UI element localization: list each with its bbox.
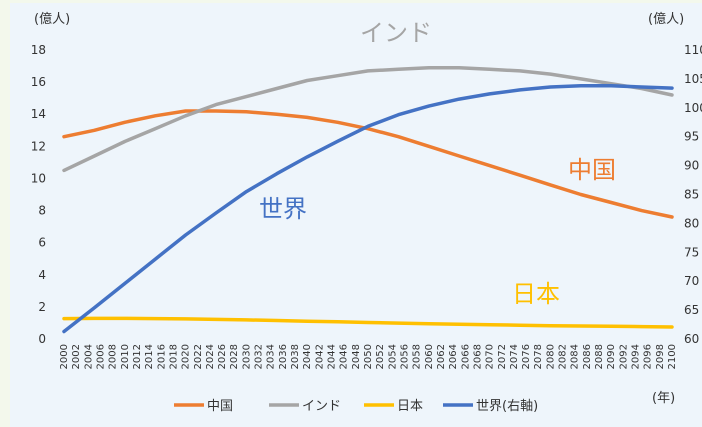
x-tick-label: 2008 — [108, 344, 119, 369]
x-tick-label: 2076 — [521, 344, 532, 369]
left-tick-label: 12 — [31, 139, 46, 153]
right-tick-label: 105 — [684, 72, 702, 86]
right-tick-label: 80 — [684, 216, 699, 230]
x-tick-label: 2042 — [314, 344, 325, 369]
left-axis-ticks: 0 2 4 6 8 10 12 14 16 18 — [31, 43, 46, 346]
left-tick-label: 6 — [38, 236, 46, 250]
x-tick-label: 2022 — [193, 344, 204, 369]
left-tick-label: 0 — [38, 332, 46, 346]
x-tick-label: 2038 — [290, 344, 301, 369]
x-tick-label: 2002 — [71, 344, 82, 369]
series-direct-label: インド — [360, 19, 432, 47]
x-tick-label: 2092 — [618, 344, 629, 369]
series-direct-label: 日本 — [512, 280, 560, 308]
x-tick-label: 2098 — [655, 344, 666, 369]
x-tick-label: 2068 — [472, 344, 483, 369]
right-tick-label: 75 — [684, 245, 699, 259]
right-tick-label: 85 — [684, 188, 699, 202]
right-tick-label: 100 — [684, 101, 702, 115]
x-tick-label: 2026 — [217, 344, 228, 369]
series-direct-label: 世界 — [259, 195, 307, 223]
x-tick-label: 2080 — [545, 344, 556, 369]
legend-entry: 世界(右軸) — [476, 399, 538, 414]
x-tick-label: 2100 — [667, 344, 678, 369]
x-tick-label: 2072 — [497, 344, 508, 369]
x-tick-label: 2050 — [363, 344, 374, 369]
x-tick-label: 2096 — [643, 344, 654, 369]
series-line — [62, 109, 674, 219]
legend-entry: 日本 — [397, 399, 423, 414]
x-tick-label: 2052 — [375, 344, 386, 369]
x-tick-label: 2014 — [144, 344, 155, 369]
x-tick-label: 2006 — [95, 344, 106, 369]
x-tick-label: 2088 — [594, 344, 605, 369]
right-tick-label: 90 — [684, 159, 699, 173]
x-tick-label: 2046 — [339, 344, 350, 369]
x-tick-label: 2082 — [558, 344, 569, 369]
x-tick-label: 2018 — [168, 344, 179, 369]
x-tick-label: 2030 — [241, 344, 252, 369]
x-tick-label: 2024 — [205, 344, 216, 369]
x-tick-label: 2040 — [302, 344, 313, 369]
series-line — [62, 316, 674, 329]
x-tick-label: 2004 — [83, 344, 94, 369]
left-tick-label: 18 — [31, 43, 46, 57]
x-tick-label: 2044 — [327, 344, 338, 369]
right-axis-ticks: 60 65 70 75 80 85 90 95 100 105 110 — [684, 43, 702, 346]
x-tick-label: 2028 — [229, 344, 240, 369]
left-tick-label: 4 — [38, 268, 46, 282]
x-tick-label: 2000 — [59, 344, 70, 369]
x-tick-label: 2056 — [399, 344, 410, 369]
left-tick-label: 10 — [31, 171, 46, 185]
x-tick-label: 2078 — [533, 344, 544, 369]
right-tick-label: 110 — [684, 43, 702, 57]
series-direct-label: 中国 — [568, 156, 616, 184]
left-tick-label: 16 — [31, 75, 46, 89]
x-tick-label: 2066 — [460, 344, 471, 369]
x-tick-label: 2074 — [509, 344, 520, 369]
x-tick-label: 2086 — [582, 344, 593, 369]
x-tick-label: 2020 — [181, 344, 192, 369]
series-line — [62, 84, 674, 334]
right-tick-label: 95 — [684, 130, 699, 144]
legend: 中国 インド 日本 世界(右軸) — [174, 399, 538, 414]
right-tick-label: 65 — [684, 303, 699, 317]
x-axis-unit: (年) — [652, 391, 675, 406]
x-tick-label: 2036 — [278, 344, 289, 369]
x-tick-label: 2016 — [156, 344, 167, 369]
x-tick-label: 2090 — [606, 344, 617, 369]
x-tick-label: 2058 — [412, 344, 423, 369]
left-tick-label: 8 — [38, 204, 46, 218]
left-axis-label: (億人) — [34, 11, 70, 27]
right-tick-label: 60 — [684, 332, 699, 346]
right-tick-label: 70 — [684, 274, 699, 288]
x-tick-label: 2012 — [132, 344, 143, 369]
x-tick-label: 2048 — [351, 344, 362, 369]
x-tick-label: 2062 — [436, 344, 447, 369]
series-line — [62, 65, 674, 173]
legend-entry: 中国 — [207, 399, 233, 414]
x-tick-label: 2054 — [387, 344, 398, 369]
x-tick-label: 2064 — [448, 344, 459, 369]
left-tick-label: 14 — [31, 107, 46, 121]
x-tick-label: 2070 — [485, 344, 496, 369]
legend-entry: インド — [302, 399, 341, 414]
x-tick-label: 2094 — [631, 344, 642, 369]
x-tick-label: 2084 — [570, 344, 581, 369]
x-tick-label: 2032 — [254, 344, 265, 369]
right-axis-label: (億人) — [648, 11, 684, 27]
left-tick-label: 2 — [38, 300, 46, 314]
x-tick-label: 2010 — [120, 344, 131, 369]
x-tick-label: 2034 — [266, 344, 277, 369]
x-tick-label: 2060 — [424, 344, 435, 369]
x-axis-ticks: 2000 2002 2004 2006 2008 2010 2012 2014 2016 2018… — [59, 344, 678, 369]
series-lines — [62, 65, 674, 334]
